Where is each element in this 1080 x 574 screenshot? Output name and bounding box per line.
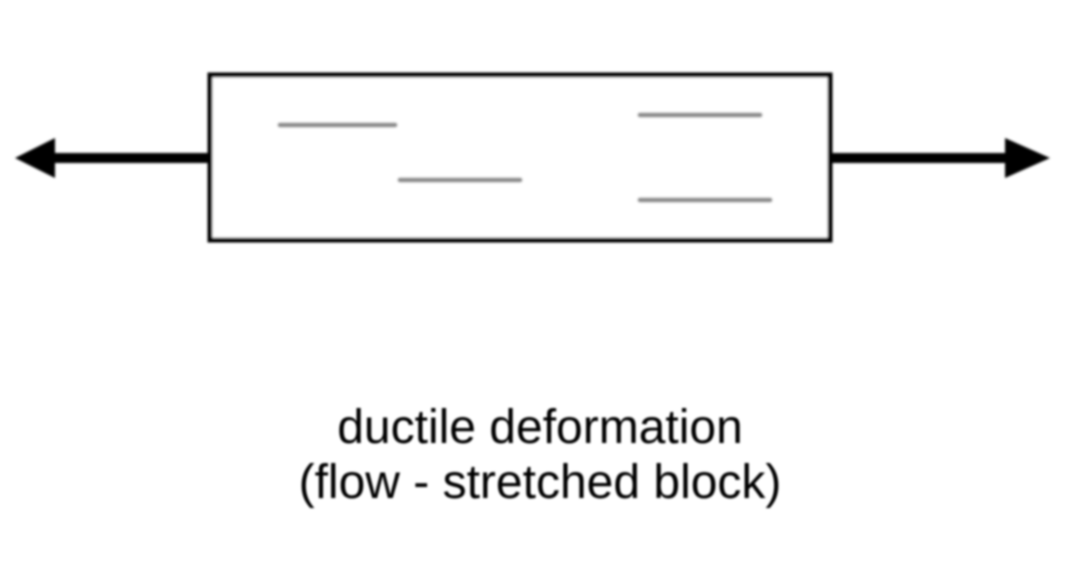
caption-line-1: ductile deformation: [337, 401, 743, 454]
caption: ductile deformation (flow - stretched bl…: [0, 400, 1080, 510]
caption-line-2: (flow - stretched block): [299, 456, 782, 509]
diagram-root: ductile deformation (flow - stretched bl…: [0, 0, 1080, 574]
